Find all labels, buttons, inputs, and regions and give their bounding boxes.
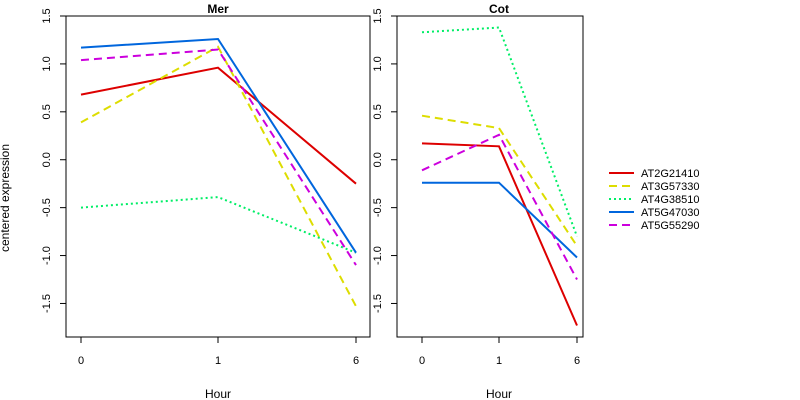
- legend-label-at3g57330: AT3G57330: [641, 181, 700, 193]
- panel-cot: Cot Hour -1.5 -1.0 -0.5 0.0 0.5 1.0 1.5 0 1 6: [372, 2, 584, 400]
- series-line-cot-at4g38510: [421, 26, 578, 237]
- y-tick-label-cot: 0.5: [372, 104, 384, 119]
- series-line-mer-at5g55290: [80, 48, 357, 266]
- x-axis-title-mer: Hour: [205, 387, 231, 400]
- y-tick-label-cot: -0.5: [372, 198, 384, 217]
- series-line-mer-at2g21410: [80, 66, 357, 185]
- x-tick-label-mer: 6: [353, 355, 359, 367]
- y-tick-label-mer: -1.0: [41, 246, 53, 265]
- series-line-mer-at5g47030: [80, 37, 357, 254]
- legend-label-at2g21410: AT2G21410: [641, 168, 700, 180]
- series-line-cot-at3g57330: [421, 114, 578, 247]
- x-tick-label-mer: 0: [78, 355, 84, 367]
- series-line-mer-at3g57330: [80, 45, 357, 307]
- series-line-mer-at4g38510: [80, 196, 357, 254]
- y-tick-label-mer: 0.0: [41, 152, 53, 167]
- y-axis-title: centered expression: [0, 144, 12, 252]
- series-line-cot-at5g55290: [421, 133, 578, 280]
- legend-label-at4g38510: AT4G38510: [641, 194, 700, 206]
- legend: AT2G21410AT3G57330AT4G38510AT5G47030AT5G…: [609, 168, 700, 232]
- panel-title-cot: Cot: [489, 2, 509, 16]
- y-tick-label-mer: 1.0: [41, 56, 53, 71]
- x-tick-label-cot: 0: [419, 355, 425, 367]
- y-tick-label-mer: -0.5: [41, 198, 53, 217]
- x-tick-label-mer: 1: [215, 355, 221, 367]
- y-tick-label-mer: -1.5: [41, 294, 53, 313]
- y-tick-label-cot: 1.5: [372, 8, 384, 23]
- series-line-cot-at5g47030: [422, 181, 578, 259]
- panel-mer: Mer Hour -1.5 -1.0 -0.5 0.0 0.5 1.0 1.5 0 1 6: [41, 2, 371, 400]
- y-tick-label-mer: 1.5: [41, 8, 53, 23]
- y-tick-label-cot: -1.5: [372, 294, 384, 313]
- x-tick-label-cot: 1: [496, 355, 502, 367]
- series-line-cot-at2g21410: [421, 142, 578, 326]
- x-axis-title-cot: Hour: [486, 387, 512, 400]
- plot-frame-mer: [65, 15, 371, 338]
- x-tick-label-cot: 6: [574, 355, 580, 367]
- y-tick-label-cot: 0.0: [372, 152, 384, 167]
- plot-frame-cot: [396, 15, 584, 338]
- legend-label-at5g47030: AT5G47030: [641, 207, 700, 219]
- y-tick-label-cot: -1.0: [372, 246, 384, 265]
- legend-label-at5g55290: AT5G55290: [641, 220, 700, 232]
- y-tick-label-cot: 1.0: [372, 56, 384, 71]
- y-tick-label-mer: 0.5: [41, 104, 53, 119]
- panel-title-mer: Mer: [207, 2, 229, 16]
